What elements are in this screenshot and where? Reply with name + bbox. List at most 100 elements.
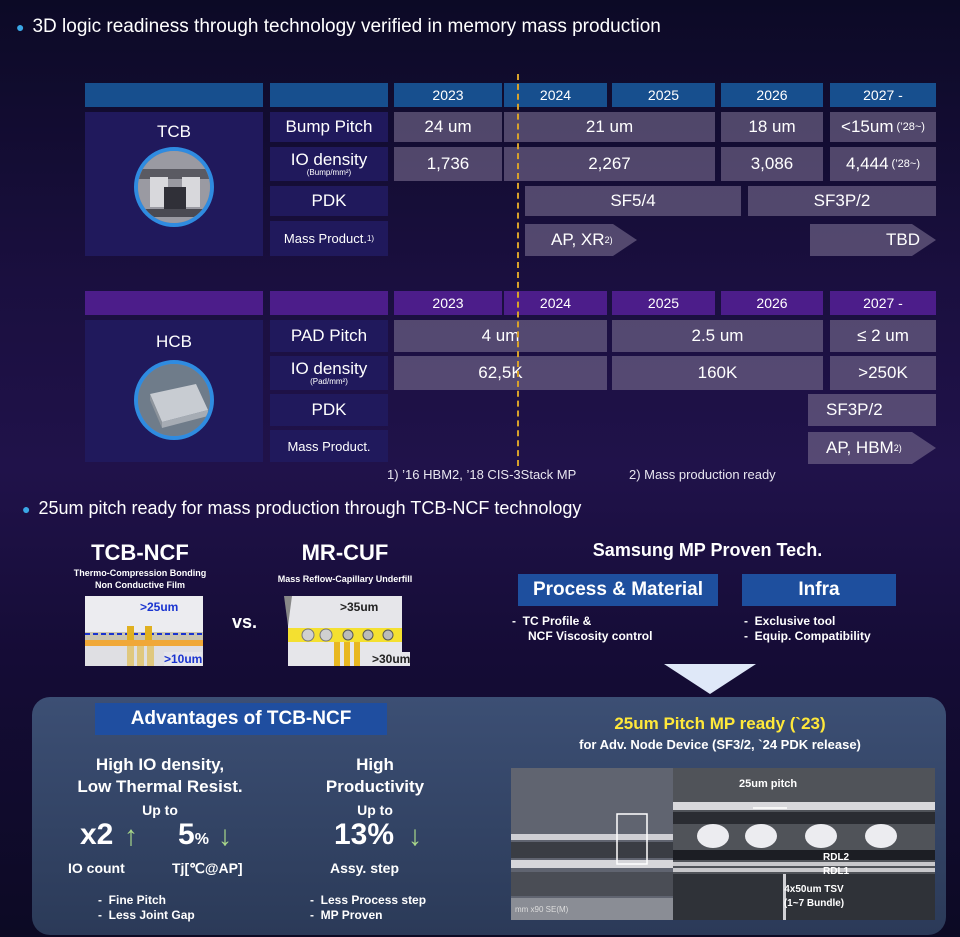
pm-item-1: - TC Profile & <box>512 614 592 628</box>
pitch-label: 25um pitch <box>739 778 798 790</box>
tcb-year-2025: 2025 <box>612 83 715 107</box>
hcb-pad-4um: 4 um <box>394 320 607 352</box>
sem-scale-label: mm x90 SE(M) <box>515 905 569 914</box>
process-material-title: Process & Material <box>518 574 718 606</box>
pm-item-2: NCF Viscosity control <box>528 629 653 643</box>
sem-overview-image: mm x90 SE(M) <box>511 768 673 920</box>
hcb-label-pdk: PDK <box>270 394 388 426</box>
hcb-pad-2-5um: 2.5 um <box>612 320 823 352</box>
infra-items: - Exclusive tool - Equip. Compatibility <box>744 614 871 644</box>
tcb-header-blank <box>85 83 263 107</box>
mp-title: 25um Pitch MP ready (`23) <box>614 714 826 733</box>
mr-cuf-sub: Mass Reflow-Capillary Underfill <box>277 574 413 584</box>
bullet-icon: ● <box>16 19 25 35</box>
vs-label: vs. <box>232 612 258 632</box>
hcb-chip-icon <box>138 364 210 436</box>
hcb-io-62-5k: 62,5K <box>394 356 607 390</box>
hcb-pad-2um: ≤ 2 um <box>830 320 936 352</box>
hcb-io-250k: >250K <box>830 356 936 390</box>
adv-col2-v: 13% <box>334 818 395 851</box>
tcb-ncf-sub2: Non Conductive Film <box>95 580 185 590</box>
hcb-year-2026: 2026 <box>721 291 823 315</box>
hcb-label-io-density: IO density (Pad/mm²) <box>270 356 388 390</box>
mr-cuf-diagram <box>288 596 402 666</box>
timeline-now-marker <box>517 74 519 466</box>
up-arrow-icon: ↑ <box>124 820 138 851</box>
adv-col2-items: - Less Process step - MP Proven <box>310 893 427 922</box>
adv-col2-cap: Assy. step <box>330 860 399 876</box>
hcb-label-mass: Mass Product. <box>270 430 388 462</box>
tcb-ncf-bond-icon <box>85 596 203 666</box>
hcb-year-2027: 2027 - <box>830 291 936 315</box>
hcb-header-blank <box>85 291 263 315</box>
tcb-bump-icon <box>138 151 210 223</box>
mp-sub: for Adv. Node Device (SF3/2, `24 PDK rel… <box>579 737 861 752</box>
hcb-year-2025: 2025 <box>612 291 715 315</box>
down-arrow-icon <box>664 664 756 694</box>
tcb-label-mass: Mass Product. 1) <box>270 221 388 256</box>
tcb-io-2023: 1,736 <box>394 147 502 181</box>
infra-title: Infra <box>742 574 896 606</box>
adv-col1-items: - Fine Pitch - Less Joint Gap <box>98 893 195 922</box>
mr-cuf-dim1: >35um <box>340 600 379 614</box>
tcb-header-blank-2 <box>270 83 388 107</box>
tcb-bump-2024-25: 21 um <box>504 112 715 142</box>
bullet-icon-2: ● <box>22 501 31 517</box>
adv-col1-v2: 5% <box>178 818 209 851</box>
tcb-mass-tbd-arrow: TBD <box>810 224 936 256</box>
tcb-ncf-dim2: >10um <box>164 652 203 666</box>
tcb-year-2026: 2026 <box>721 83 823 107</box>
tcb-io-2027: 4,444 (’28~) <box>830 147 936 181</box>
tcb-year-2027: 2027 - <box>830 83 936 107</box>
hcb-year-2023: 2023 <box>394 291 502 315</box>
tcb-ncf-title: TCB-NCF <box>91 540 189 565</box>
tcb-bump-2026: 18 um <box>721 112 823 142</box>
tsv-label-1: 4x50um TSV <box>784 884 844 895</box>
footnote-1: 1) ’16 HBM2, ’18 CIS-3Stack MP <box>387 467 577 482</box>
hcb-header-blank-2 <box>270 291 388 315</box>
tcb-mass-ap-xr-arrow: AP, XR 2) <box>525 224 637 256</box>
hcb-mass-ap-hbm-arrow: AP, HBM 2) <box>808 432 936 464</box>
tcb-ncf-diagram <box>85 596 203 666</box>
tcb-label-bump-pitch: Bump Pitch <box>270 112 388 142</box>
infra-item-2: - Equip. Compatibility <box>744 629 871 643</box>
bottom-header: ● 25um pitch ready for mass production th… <box>22 498 582 518</box>
adv-col2-head: High Productivity <box>325 755 425 796</box>
tcb-title: TCB <box>157 122 191 141</box>
rdl1-label: RDL1 <box>823 866 850 877</box>
rdl2-label: RDL2 <box>823 852 850 863</box>
down-arrow-icon-2: ↓ <box>408 820 422 851</box>
adv-col1-cap2: Tj[℃@AP] <box>172 860 243 876</box>
adv-col1-cap1: IO count <box>68 860 125 876</box>
down-arrow-icon-1: ↓ <box>218 820 232 851</box>
tcb-ncf-dim1: >25um <box>140 600 179 614</box>
hcb-chip-image <box>134 360 214 440</box>
adv-col1-v1: x2 <box>80 818 114 851</box>
samsung-title: Samsung MP Proven Tech. <box>592 540 823 560</box>
adv-col1-upto: Up to <box>142 802 178 818</box>
sem-overview-icon <box>511 768 673 920</box>
tcb-label-pdk: PDK <box>270 186 388 216</box>
pm-items: - TC Profile & NCF Viscosity control <box>512 614 652 644</box>
tcb-io-2026: 3,086 <box>721 147 823 181</box>
hcb-io-160k: 160K <box>612 356 823 390</box>
hcb-label-pad-pitch: PAD Pitch <box>270 320 388 352</box>
top-header: ● 3D logic readiness through technology v… <box>16 16 661 37</box>
tsv-label-2: (1~7 Bundle) <box>783 898 845 909</box>
sem-detail-image: 25um pitch RDL2 RDL1 4x50um TSV (1~7 Bun… <box>673 768 935 920</box>
hcb-year-2024: 2024 <box>504 291 607 315</box>
tcb-bump-2023: 24 um <box>394 112 502 142</box>
mr-cuf-title: MR-CUF <box>301 540 389 565</box>
tcb-pdk-sf54: SF5/4 <box>525 186 741 216</box>
sem-detail-icon <box>673 768 935 920</box>
mr-cuf-dim2: >30um <box>372 652 411 666</box>
tcb-label-io-density: IO density (Bump/mm²) <box>270 147 388 181</box>
infra-item-1: - Exclusive tool <box>744 614 836 628</box>
tcb-ncf-sub1: Thermo-Compression Bonding <box>73 568 207 578</box>
adv-col1-head: High IO density, Low Thermal Resist. <box>77 755 243 796</box>
advantages-title: Advantages of TCB-NCF <box>95 703 387 735</box>
tcb-pdk-sf3p2: SF3P/2 <box>748 186 936 216</box>
adv-col2-upto: Up to <box>357 802 393 818</box>
needle-icon <box>284 596 292 626</box>
tcb-io-2024-25: 2,267 <box>504 147 715 181</box>
